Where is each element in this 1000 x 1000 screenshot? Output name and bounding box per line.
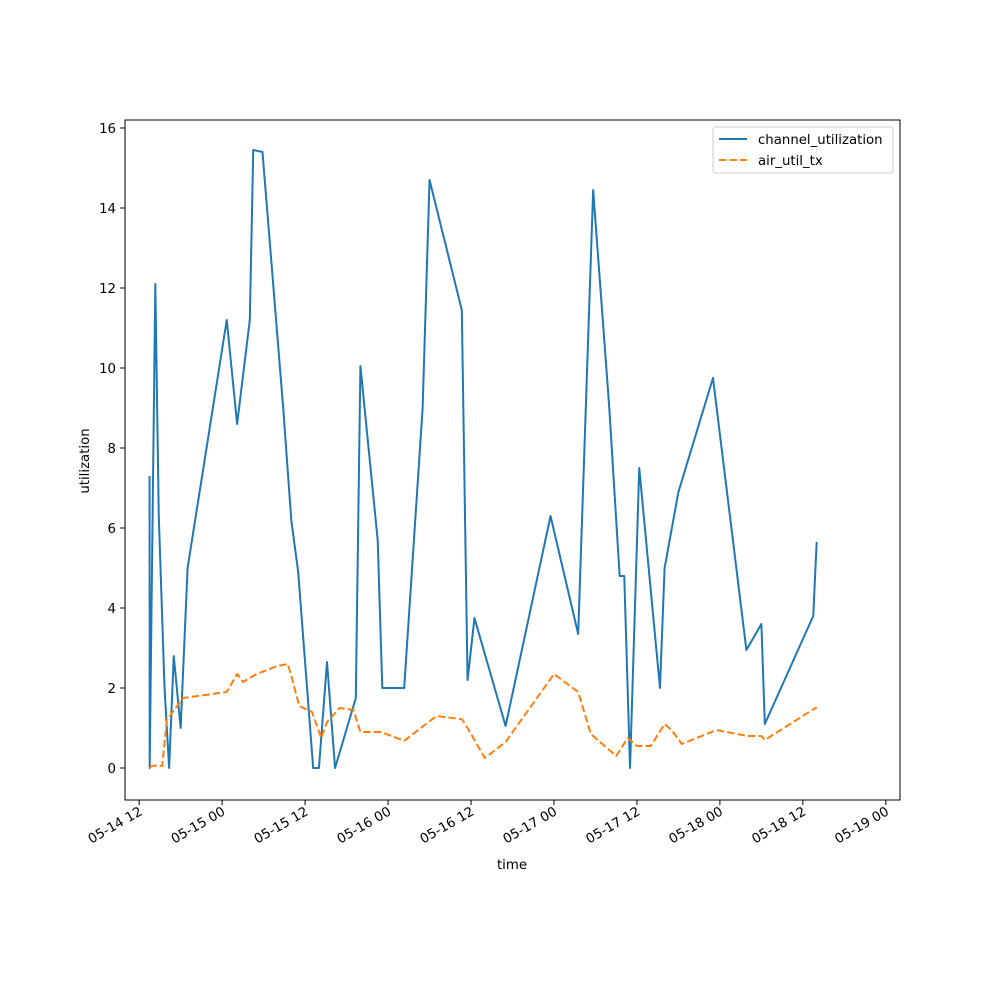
y-tick-label: 16 (99, 122, 116, 137)
y-axis-label: utilization (78, 428, 93, 493)
y-tick-label: 0 (108, 762, 116, 777)
plot-lines (148, 149, 818, 769)
y-tick-label: 6 (108, 522, 116, 537)
legend-label-channel-utilization: channel_utilization (758, 133, 883, 148)
y-tick-label: 4 (108, 602, 116, 617)
legend-box (712, 126, 894, 174)
y-tick-label: 10 (99, 362, 116, 377)
x-axis-label: time (497, 858, 527, 873)
legend: channel_utilization air_util_tx (712, 126, 894, 174)
axes-frame (124, 119, 901, 801)
legend-label-air-util-tx: air_util_tx (758, 154, 823, 169)
y-tick-label: 14 (99, 202, 116, 217)
series-line-air-util-tx (149, 663, 818, 769)
series-line-channel-utilization (148, 149, 818, 769)
y-axis: 0 2 4 6 8 10 12 14 16 (99, 122, 125, 777)
y-tick-label: 8 (108, 442, 116, 457)
y-tick-label: 2 (108, 682, 116, 697)
y-tick-label: 12 (99, 282, 116, 297)
